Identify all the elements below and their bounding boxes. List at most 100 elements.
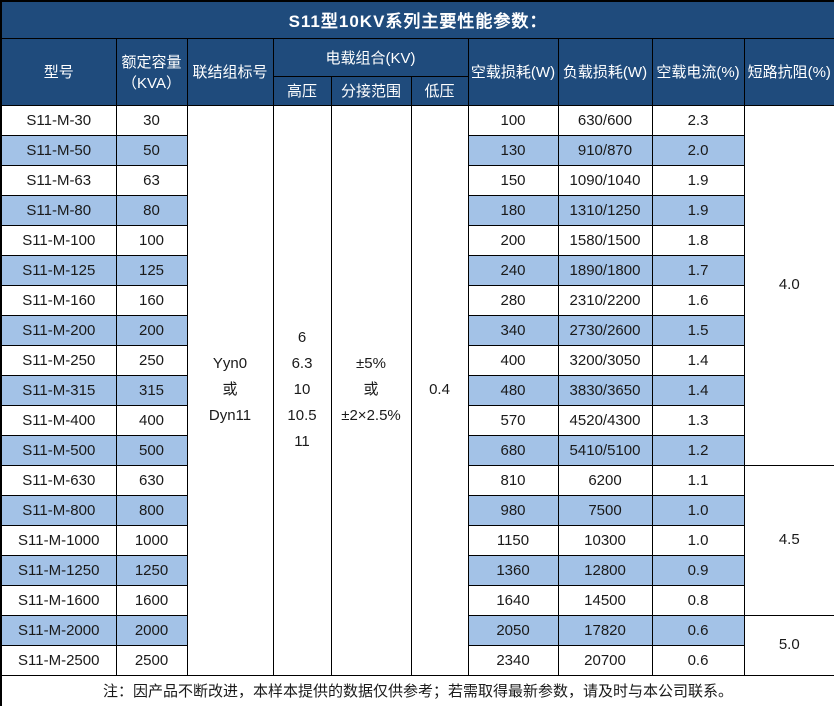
col-header-tap-range: 分接范围 bbox=[330, 75, 412, 106]
model-cell: S11-M-800 bbox=[0, 494, 117, 526]
table-row: S11-M-100 100 200 1580/1500 1.8 bbox=[0, 224, 834, 256]
model-cell: S11-M-315 bbox=[0, 374, 117, 406]
no-load-loss-cell: 810 bbox=[467, 464, 559, 496]
no-load-current-cell: 0.6 bbox=[651, 644, 745, 676]
no-load-loss-cell: 100 bbox=[467, 104, 559, 136]
no-load-loss-cell: 150 bbox=[467, 164, 559, 196]
load-loss-cell: 2310/2200 bbox=[557, 284, 653, 316]
capacity-cell: 2500 bbox=[115, 644, 188, 676]
model-cell: S11-M-2500 bbox=[0, 644, 117, 676]
load-loss-cell: 1890/1800 bbox=[557, 254, 653, 286]
header-row-sub: 高压 分接范围 低压 bbox=[1, 75, 834, 106]
header-row-main: 型号 额定容量 （KVA） 联结组标号 电载组合(KV) 空载损耗(W) 负载损… bbox=[0, 37, 834, 106]
capacity-cell: 500 bbox=[115, 434, 188, 466]
table-row: S11-M-63 63 150 1090/1040 1.9 bbox=[0, 164, 834, 196]
no-load-loss-cell: 2050 bbox=[467, 614, 559, 646]
model-cell: S11-M-50 bbox=[0, 134, 117, 166]
capacity-cell: 100 bbox=[115, 224, 188, 256]
capacity-cell: 1600 bbox=[115, 584, 188, 616]
col-header-no-load-loss: 空载损耗(W) bbox=[467, 37, 559, 106]
model-cell: S11-M-80 bbox=[0, 194, 117, 226]
load-loss-cell: 2730/2600 bbox=[557, 314, 653, 346]
no-load-loss-cell: 200 bbox=[467, 224, 559, 256]
load-loss-cell: 1580/1500 bbox=[557, 224, 653, 256]
load-loss-cell: 1310/1250 bbox=[557, 194, 653, 226]
no-load-current-cell: 1.6 bbox=[651, 284, 745, 316]
no-load-current-cell: 2.3 bbox=[651, 104, 745, 136]
capacity-cell: 315 bbox=[115, 374, 188, 406]
no-load-loss-cell: 680 bbox=[467, 434, 559, 466]
no-load-loss-cell: 180 bbox=[467, 194, 559, 226]
no-load-current-cell: 1.0 bbox=[651, 524, 745, 556]
load-loss-cell: 1090/1040 bbox=[557, 164, 653, 196]
load-loss-cell: 10300 bbox=[557, 524, 653, 556]
title-row: S11型10KV系列主要性能参数： bbox=[0, 0, 834, 39]
no-load-current-cell: 0.8 bbox=[651, 584, 745, 616]
table-row: S11-M-80 80 180 1310/1250 1.9 bbox=[0, 194, 834, 226]
capacity-cell: 1250 bbox=[115, 554, 188, 586]
load-loss-cell: 3200/3050 bbox=[557, 344, 653, 376]
no-load-current-cell: 1.4 bbox=[651, 374, 745, 406]
load-loss-cell: 7500 bbox=[557, 494, 653, 526]
capacity-cell: 1000 bbox=[115, 524, 188, 556]
no-load-current-cell: 1.9 bbox=[651, 194, 745, 226]
no-load-loss-cell: 130 bbox=[467, 134, 559, 166]
no-load-current-cell: 1.3 bbox=[651, 404, 745, 436]
col-header-high-voltage: 高压 bbox=[272, 75, 332, 106]
table-row: S11-M-630 630 810 6200 1.1 4.5 bbox=[0, 464, 834, 616]
table-row: S11-M-125 125 240 1890/1800 1.7 bbox=[0, 254, 834, 286]
col-header-model: 型号 bbox=[0, 37, 117, 106]
model-cell: S11-M-160 bbox=[0, 284, 117, 316]
table-row: S11-M-200 200 340 2730/2600 1.5 bbox=[0, 314, 834, 346]
load-loss-cell: 910/870 bbox=[557, 134, 653, 166]
model-cell: S11-M-500 bbox=[0, 434, 117, 466]
page-title: S11型10KV系列主要性能参数： bbox=[0, 0, 834, 39]
connection-group-cell: Yyn0 或 Dyn11 bbox=[186, 104, 274, 676]
table-row: S11-M-500 500 680 5410/5100 1.2 bbox=[0, 434, 834, 466]
col-header-load-combo: 电载组合(KV) bbox=[272, 37, 469, 77]
model-cell: S11-M-2000 bbox=[0, 614, 117, 646]
load-loss-cell: 630/600 bbox=[557, 104, 653, 136]
capacity-cell: 2000 bbox=[115, 614, 188, 646]
col-header-low-voltage: 低压 bbox=[410, 75, 469, 106]
impedance-cell: 5.0 bbox=[743, 614, 834, 676]
tap-range-cell: ±5% 或 ±2×2.5% bbox=[330, 104, 412, 676]
load-loss-cell: 6200 bbox=[557, 464, 653, 496]
table-row: S11-M-160 160 280 2310/2200 1.6 bbox=[0, 284, 834, 316]
table-row: S11-M-1250 1250 1360 12800 0.9 bbox=[0, 554, 834, 586]
col-header-connection: 联结组标号 bbox=[186, 37, 274, 106]
load-loss-cell: 14500 bbox=[557, 584, 653, 616]
capacity-cell: 125 bbox=[115, 254, 188, 286]
load-loss-cell: 17820 bbox=[557, 614, 653, 646]
no-load-loss-cell: 400 bbox=[467, 344, 559, 376]
capacity-cell: 630 bbox=[115, 464, 188, 496]
no-load-loss-cell: 280 bbox=[467, 284, 559, 316]
model-cell: S11-M-1000 bbox=[0, 524, 117, 556]
capacity-cell: 400 bbox=[115, 404, 188, 436]
no-load-current-cell: 1.9 bbox=[651, 164, 745, 196]
model-cell: S11-M-400 bbox=[0, 404, 117, 436]
model-cell: S11-M-125 bbox=[0, 254, 117, 286]
model-cell: S11-M-30 bbox=[0, 104, 117, 136]
table-row: S11-M-2500 2500 2340 20700 0.6 bbox=[0, 644, 834, 676]
capacity-cell: 250 bbox=[115, 344, 188, 376]
no-load-loss-cell: 570 bbox=[467, 404, 559, 436]
capacity-cell: 160 bbox=[115, 284, 188, 316]
load-loss-cell: 12800 bbox=[557, 554, 653, 586]
load-loss-cell: 20700 bbox=[557, 644, 653, 676]
no-load-loss-cell: 480 bbox=[467, 374, 559, 406]
no-load-loss-cell: 1360 bbox=[467, 554, 559, 586]
no-load-current-cell: 1.5 bbox=[651, 314, 745, 346]
model-cell: S11-M-63 bbox=[0, 164, 117, 196]
table-row: S11-M-1600 1600 1640 14500 0.8 bbox=[0, 584, 834, 616]
table-row: S11-M-400 400 570 4520/4300 1.3 bbox=[0, 404, 834, 436]
no-load-current-cell: 1.4 bbox=[651, 344, 745, 376]
note-text: 注：因产品不断改进，本样本提供的数据仅供参考；若需取得最新参数，请及时与本公司联… bbox=[0, 674, 834, 706]
no-load-current-cell: 1.0 bbox=[651, 494, 745, 526]
no-load-loss-cell: 980 bbox=[467, 494, 559, 526]
no-load-current-cell: 0.6 bbox=[651, 614, 745, 646]
model-cell: S11-M-200 bbox=[0, 314, 117, 346]
capacity-cell: 30 bbox=[115, 104, 188, 136]
no-load-current-cell: 2.0 bbox=[651, 134, 745, 166]
